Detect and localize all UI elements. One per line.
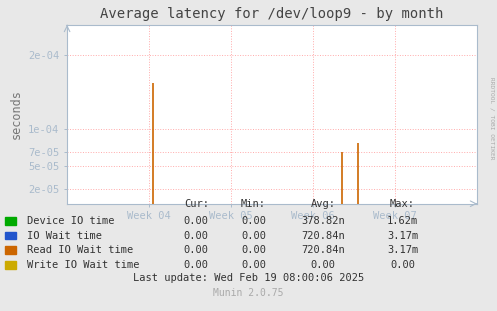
Text: 3.17m: 3.17m: [387, 231, 418, 241]
Text: Avg:: Avg:: [311, 199, 335, 209]
Text: Device IO time: Device IO time: [27, 216, 115, 226]
Title: Average latency for /dev/loop9 - by month: Average latency for /dev/loop9 - by mont…: [100, 7, 444, 21]
Text: 3.17m: 3.17m: [387, 245, 418, 255]
Text: 0.00: 0.00: [184, 260, 209, 270]
Text: IO Wait time: IO Wait time: [27, 231, 102, 241]
Text: 0.00: 0.00: [311, 260, 335, 270]
Text: 0.00: 0.00: [390, 260, 415, 270]
Text: 1.62m: 1.62m: [387, 216, 418, 226]
Text: 0.00: 0.00: [241, 260, 266, 270]
Text: 720.84n: 720.84n: [301, 245, 345, 255]
Text: 720.84n: 720.84n: [301, 231, 345, 241]
Text: 378.82n: 378.82n: [301, 216, 345, 226]
Text: 0.00: 0.00: [241, 231, 266, 241]
Text: Read IO Wait time: Read IO Wait time: [27, 245, 134, 255]
Text: Munin 2.0.75: Munin 2.0.75: [213, 288, 284, 298]
Text: Max:: Max:: [390, 199, 415, 209]
Text: Cur:: Cur:: [184, 199, 209, 209]
Text: Min:: Min:: [241, 199, 266, 209]
Text: 0.00: 0.00: [241, 216, 266, 226]
Text: 0.00: 0.00: [241, 245, 266, 255]
Text: Last update: Wed Feb 19 08:00:06 2025: Last update: Wed Feb 19 08:00:06 2025: [133, 273, 364, 283]
Text: 0.00: 0.00: [184, 245, 209, 255]
Text: 0.00: 0.00: [184, 216, 209, 226]
Text: Write IO Wait time: Write IO Wait time: [27, 260, 140, 270]
Text: 0.00: 0.00: [184, 231, 209, 241]
Text: RRDTOOL / TOBI OETIKER: RRDTOOL / TOBI OETIKER: [490, 77, 495, 160]
Y-axis label: seconds: seconds: [9, 89, 23, 139]
